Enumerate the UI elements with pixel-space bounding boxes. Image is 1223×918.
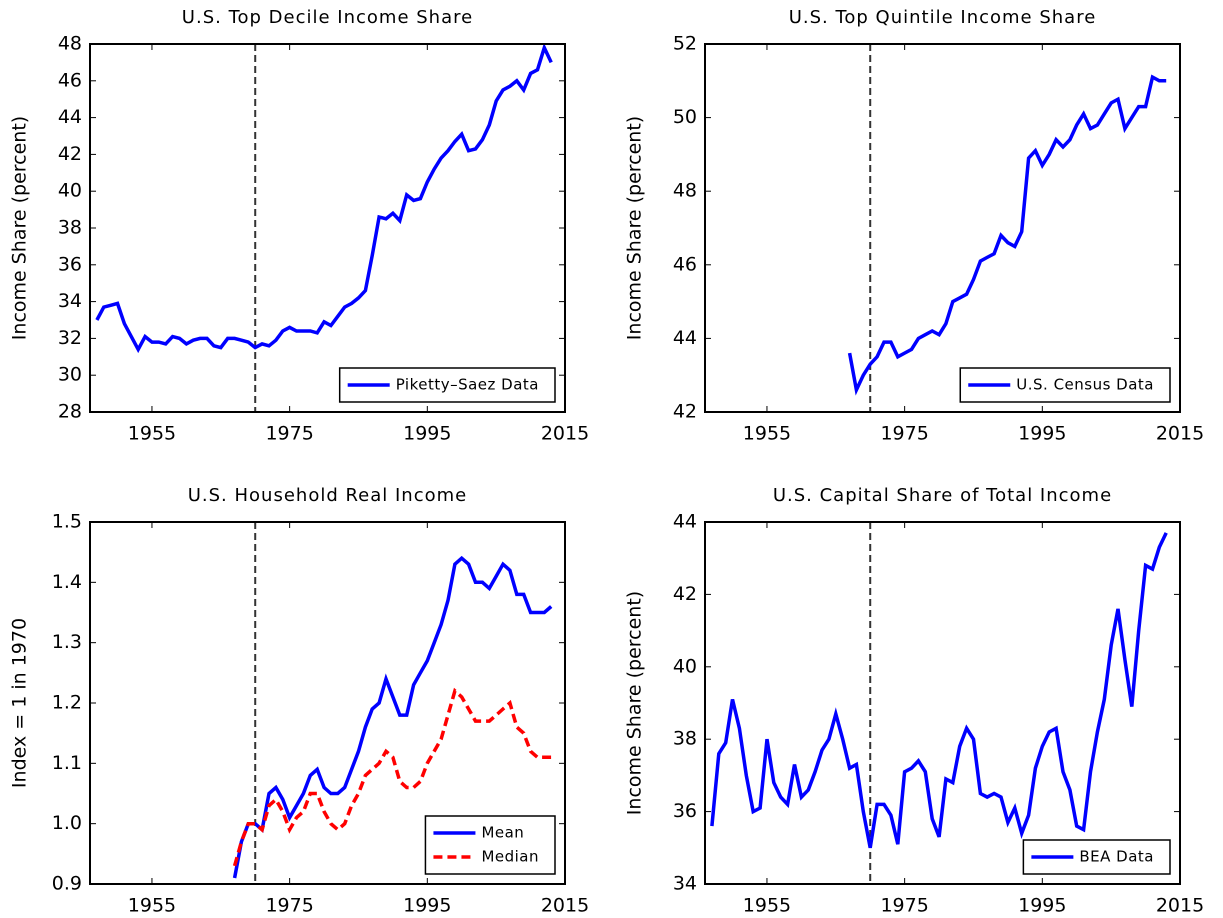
y-tick-label: 44 (673, 327, 697, 349)
y-tick-label: 28 (58, 401, 82, 423)
legend: U.S. Census Data (959, 367, 1171, 403)
x-tick-label: 1975 (265, 423, 313, 445)
x-tick-label: 1955 (743, 895, 791, 917)
y-tick-label: 32 (58, 327, 82, 349)
y-tick-label: 40 (673, 655, 697, 677)
x-tick-label: 1975 (880, 895, 928, 917)
x-tick-label: 1995 (403, 895, 451, 917)
data-line (232, 687, 552, 867)
legend-label: Mean (481, 824, 524, 842)
legend: BEA Data (1022, 839, 1171, 875)
y-axis-label: Index = 1 in 1970 (9, 618, 31, 788)
x-tick-label: 1995 (1018, 423, 1066, 445)
y-tick-label: 36 (58, 253, 82, 275)
x-tick-label: 1975 (880, 423, 928, 445)
y-tick-label: 38 (58, 217, 82, 239)
y-tick-label: 48 (673, 180, 697, 202)
y-axis-label: Income Share (percent) (624, 116, 646, 340)
y-tick-label: 38 (673, 728, 697, 750)
legend: Piketty–Saez Data (338, 367, 556, 403)
plot-frame (704, 43, 1181, 413)
plot-frame (89, 521, 566, 885)
legend-label: Piketty–Saez Data (396, 376, 539, 394)
chart-title: U.S. Top Quintile Income Share (789, 7, 1097, 28)
y-tick-label: 1.0 (52, 812, 82, 834)
y-tick-label: 30 (58, 364, 82, 386)
y-tick-label: 36 (673, 800, 697, 822)
chart-title: U.S. Capital Share of Total Income (773, 485, 1112, 506)
y-tick-label: 48 (58, 33, 82, 55)
x-tick-label: 1995 (1018, 895, 1066, 917)
chart-title: U.S. Top Decile Income Share (182, 7, 473, 28)
y-tick-label: 40 (58, 180, 82, 202)
x-tick-label: 2015 (1156, 895, 1204, 917)
x-tick-label: 1955 (743, 423, 791, 445)
y-tick-label: 46 (673, 253, 697, 275)
y-tick-label: 34 (58, 290, 82, 312)
y-tick-label: 42 (673, 583, 697, 605)
y-tick-label: 1.3 (52, 631, 82, 653)
x-tick-label: 1995 (403, 423, 451, 445)
y-tick-label: 42 (58, 143, 82, 165)
legend-frame (424, 815, 556, 875)
x-tick-label: 1955 (128, 895, 176, 917)
y-tick-label: 1.4 (52, 571, 82, 593)
data-line (232, 555, 553, 879)
y-tick-label: 0.9 (52, 873, 82, 895)
chart-title: U.S. Household Real Income (188, 485, 468, 506)
y-tick-label: 52 (673, 33, 697, 55)
y-tick-label: 34 (673, 873, 697, 895)
legend: Mean Median (424, 815, 556, 875)
x-tick-label: 1975 (265, 895, 313, 917)
y-axis-label: Income Share (percent) (9, 116, 31, 340)
legend-label: Median (481, 848, 539, 866)
x-tick-label: 2015 (541, 895, 589, 917)
y-tick-label: 50 (673, 106, 697, 128)
legend-label: BEA Data (1079, 848, 1154, 866)
data-line (710, 532, 1168, 849)
y-tick-label: 1.2 (52, 692, 82, 714)
x-tick-label: 1955 (128, 423, 176, 445)
y-tick-label: 44 (58, 106, 82, 128)
data-line (847, 74, 1167, 396)
y-axis-label: Income Share (percent) (624, 591, 646, 815)
x-tick-label: 2015 (541, 423, 589, 445)
x-tick-label: 2015 (1156, 423, 1204, 445)
y-tick-label: 46 (58, 69, 82, 91)
y-tick-label: 1.5 (52, 511, 82, 533)
y-tick-label: 1.1 (52, 752, 82, 774)
y-tick-label: 44 (673, 511, 697, 533)
plot-frame (89, 43, 566, 413)
legend-label: U.S. Census Data (1016, 376, 1154, 394)
plot-frame (704, 521, 1181, 885)
y-tick-label: 42 (673, 401, 697, 423)
data-line (95, 42, 553, 354)
